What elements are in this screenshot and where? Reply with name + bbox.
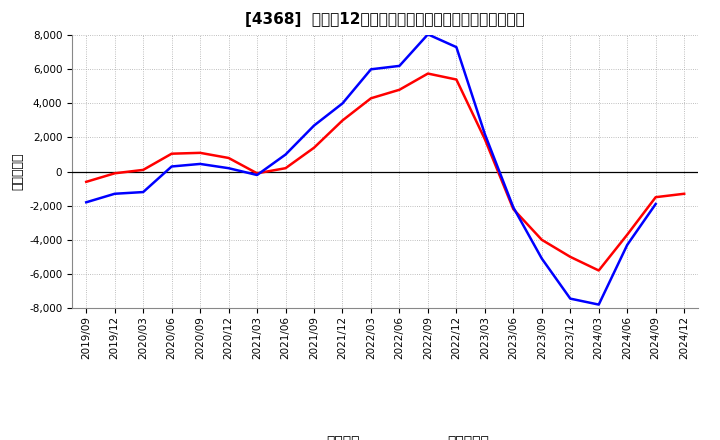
経常利益	[225, 165, 233, 171]
経常利益	[595, 302, 603, 307]
当期純利益	[452, 77, 461, 82]
経常利益	[196, 161, 204, 167]
経常利益	[110, 191, 119, 196]
Line: 当期純利益: 当期純利益	[86, 73, 684, 271]
当期純利益	[196, 150, 204, 155]
当期純利益	[423, 71, 432, 76]
当期純利益	[82, 179, 91, 184]
当期純利益	[395, 87, 404, 92]
当期純利益	[282, 165, 290, 171]
経常利益	[310, 123, 318, 128]
当期純利益	[480, 136, 489, 142]
当期純利益	[680, 191, 688, 196]
経常利益	[452, 44, 461, 50]
当期純利益	[253, 171, 261, 176]
経常利益	[423, 32, 432, 37]
当期純利益	[338, 118, 347, 123]
当期純利益	[623, 232, 631, 237]
当期純利益	[225, 155, 233, 161]
Legend: 経常利益, 当期純利益: 経常利益, 当期純利益	[275, 429, 495, 440]
当期純利益	[595, 268, 603, 273]
当期純利益	[139, 167, 148, 172]
当期純利益	[566, 254, 575, 260]
経常利益	[139, 189, 148, 194]
Y-axis label: （百万円）: （百万円）	[12, 153, 25, 191]
経常利益	[82, 200, 91, 205]
経常利益	[395, 63, 404, 69]
経常利益	[253, 172, 261, 178]
経常利益	[480, 132, 489, 137]
当期純利益	[366, 95, 375, 101]
経常利益	[623, 242, 631, 248]
当期純利益	[509, 206, 518, 212]
経常利益	[282, 152, 290, 157]
当期純利益	[310, 145, 318, 150]
Line: 経常利益: 経常利益	[86, 34, 656, 304]
当期純利益	[167, 151, 176, 156]
当期純利益	[110, 171, 119, 176]
経常利益	[652, 202, 660, 207]
経常利益	[338, 101, 347, 106]
経常利益	[167, 164, 176, 169]
Title: [4368]  利益だ12か月移動合計の対前年同期増減額の推移: [4368] 利益だ12か月移動合計の対前年同期増減額の推移	[246, 12, 525, 27]
当期純利益	[652, 194, 660, 200]
経常利益	[509, 205, 518, 210]
経常利益	[537, 256, 546, 261]
当期純利益	[537, 237, 546, 242]
経常利益	[566, 296, 575, 301]
経常利益	[366, 66, 375, 72]
